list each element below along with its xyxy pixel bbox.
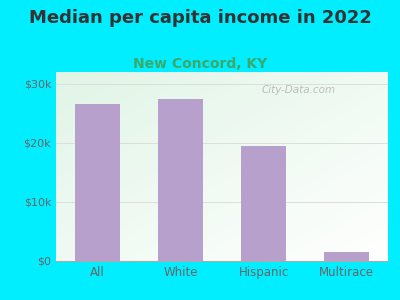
Text: City-Data.com: City-Data.com	[262, 85, 336, 95]
Bar	[75, 104, 120, 261]
Text: Median per capita income in 2022: Median per capita income in 2022	[28, 9, 372, 27]
Bar	[241, 146, 286, 261]
Bar	[324, 252, 369, 261]
Bar	[158, 99, 203, 261]
Text: New Concord, KY: New Concord, KY	[133, 57, 267, 71]
